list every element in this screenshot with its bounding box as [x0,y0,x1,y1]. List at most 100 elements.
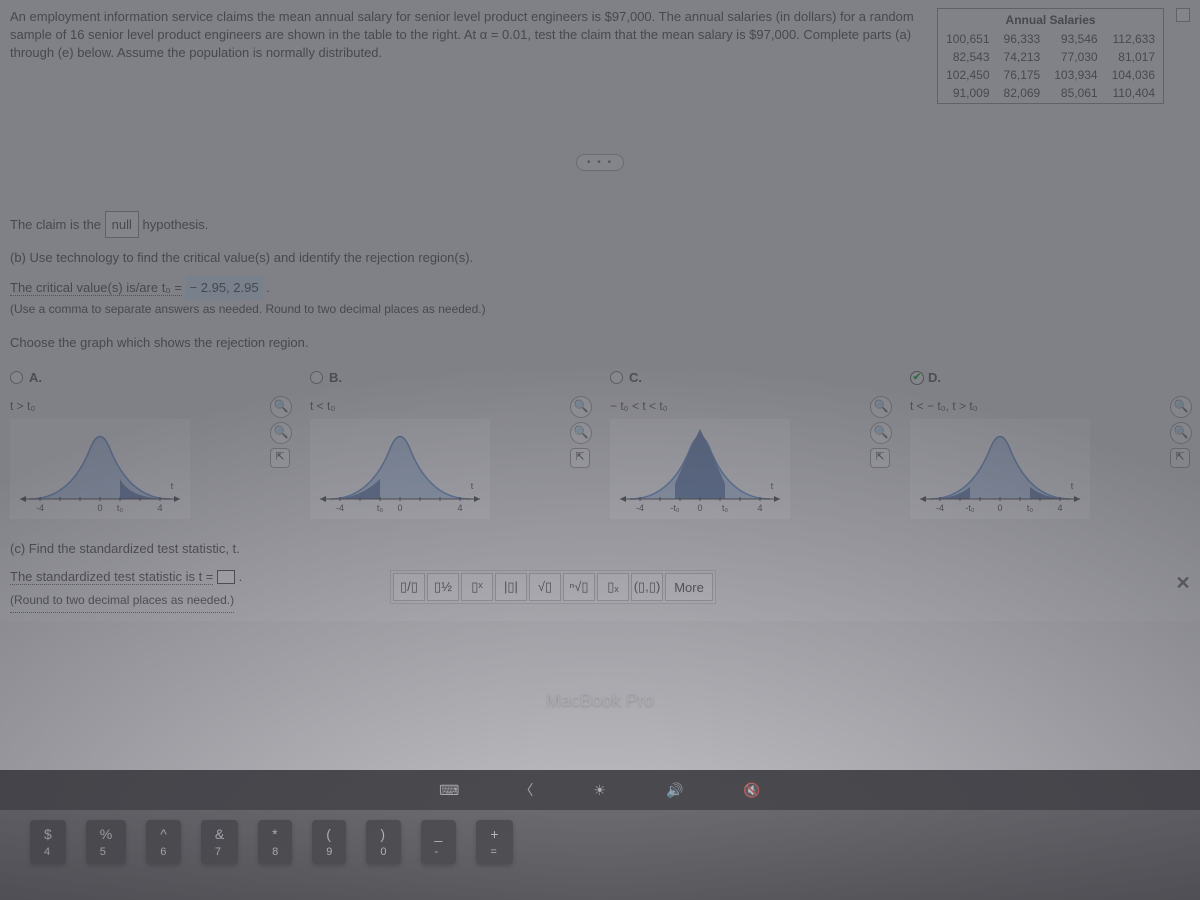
zoom-out-icon[interactable]: 🔍 [570,422,592,444]
graph-d-container: t < − t₀, t > t₀ -4-t₀ 0t₀ 4t [910,396,1190,520]
salary-cell: 112,633 [1106,31,1161,47]
crit-prefix: The critical value(s) is/are t₀ = [10,280,182,296]
graph-b-container: t < t₀ -4t₀ 04 t [310,396,590,520]
graph-c-tools: 🔍 🔍 ⇱ [870,396,892,468]
graph-a-tools: 🔍 🔍 ⇱ [270,396,292,468]
stat-input[interactable] [217,570,235,584]
zoom-in-icon[interactable]: 🔍 [570,396,592,418]
math-sub-button[interactable]: ▯ₓ [597,573,629,601]
svg-text:-t₀: -t₀ [965,503,974,513]
tb-mute-icon: 🔇 [743,782,760,799]
popout-icon[interactable]: ⇱ [570,448,590,468]
zoom-out-icon[interactable]: 🔍 [1170,422,1192,444]
zoom-in-icon[interactable]: 🔍 [1170,396,1192,418]
key-percent: %5 [86,820,126,864]
critical-value-line: The critical value(s) is/are t₀ = − 2.95… [10,276,1190,299]
radio-a[interactable] [10,371,23,384]
choices-row: A. t > t₀ -40 t₀4 t [10,366,1190,519]
math-more-button[interactable]: More [665,573,713,601]
touch-bar: ⌨ 〈 ☀ 🔊 🔇 [0,770,1200,810]
crit-answer[interactable]: − 2.95, 2.95 [186,276,263,299]
crit-suffix: . [266,280,270,295]
choice-d[interactable]: D. t < − t₀, t > t₀ -4 -t₀ 0 t₀ [910,366,1190,519]
graph-d-tools: 🔍 🔍 ⇱ [1170,396,1192,468]
zoom-in-icon[interactable]: 🔍 [870,396,892,418]
key-lparen: (9 [312,820,346,864]
device-label: MacBook Pro [0,690,1200,711]
salary-cell: 85,061 [1048,85,1103,101]
expand-button[interactable]: • • • [576,154,624,171]
svg-text:t₀: t₀ [117,503,124,513]
svg-text:-4: -4 [36,503,44,513]
svg-text:t₀: t₀ [1027,503,1034,513]
salary-cell: 110,404 [1106,85,1161,101]
region-d: t < − t₀, t > t₀ [910,396,1190,418]
stat-prefix: The standardized test statistic is t = [10,569,213,585]
part-b-instruction: (b) Use technology to find the critical … [10,246,1190,269]
radio-d-checked[interactable] [910,371,924,385]
svg-text:-t₀: -t₀ [670,503,679,513]
choice-a-letter: A. [29,366,42,389]
salary-cell: 91,009 [940,85,995,101]
key-rparen: )0 [366,820,400,864]
math-mixed-button[interactable]: ▯½ [427,573,459,601]
salary-cell: 104,036 [1106,67,1161,83]
popout-icon[interactable]: ⇱ [270,448,290,468]
zoom-in-icon[interactable]: 🔍 [270,396,292,418]
radio-b[interactable] [310,371,323,384]
question-body: The claim is the null hypothesis. (b) Us… [10,211,1190,613]
choice-c[interactable]: C. − t₀ < t < t₀ -4-t₀ 0t₀ 4 [610,366,890,519]
choice-d-label[interactable]: D. [910,366,1190,389]
radio-c[interactable] [610,371,623,384]
choice-d-letter: D. [928,366,941,389]
stat-suffix: . [239,569,243,584]
popout-icon[interactable]: ⇱ [1170,448,1190,468]
question-panel: An employment information service claims… [0,0,1200,621]
region-b: t < t₀ [310,396,590,418]
svg-text:4: 4 [157,503,162,513]
salary-table-wrap: Annual Salaries 100,65196,33393,546112,6… [937,8,1164,104]
copy-icon[interactable] [1176,8,1190,22]
zoom-out-icon[interactable]: 🔍 [870,422,892,444]
salary-cell: 76,175 [998,67,1047,83]
key-amp: &7 [201,820,238,864]
salary-cell: 102,450 [940,67,995,83]
claim-dropdown[interactable]: null [105,211,139,238]
choice-a-label[interactable]: A. [10,366,290,389]
choice-c-label[interactable]: C. [610,366,890,389]
stat-hint: (Round to two decimal places as needed.) [10,590,234,613]
popout-icon[interactable]: ⇱ [870,448,890,468]
math-toolbar: ▯/▯ ▯½ ▯ˣ |▯| √▯ ⁿ√▯ ▯ₓ (▯,▯) More [390,570,716,604]
choice-b-label[interactable]: B. [310,366,590,389]
math-interval-button[interactable]: (▯,▯) [631,573,663,601]
math-exp-button[interactable]: ▯ˣ [461,573,493,601]
graph-b: -4t₀ 04 t [310,419,490,519]
math-sqrt-button[interactable]: √▯ [529,573,561,601]
salary-table-title: Annual Salaries [940,11,1161,29]
math-nroot-button[interactable]: ⁿ√▯ [563,573,595,601]
graph-a-container: t > t₀ -40 t₀4 t [10,396,290,520]
salary-cell: 82,069 [998,85,1047,101]
choose-graph-text: Choose the graph which shows the rejecti… [10,331,1190,354]
tb-brightness-icon: ☀ [593,782,606,799]
toolbar-close-icon[interactable]: ✕ [1172,573,1194,595]
claim-line: The claim is the null hypothesis. [10,211,1190,238]
choice-a[interactable]: A. t > t₀ -40 t₀4 t [10,366,290,519]
svg-text:-4: -4 [936,503,944,513]
svg-text:0: 0 [997,503,1002,513]
salary-cell: 93,546 [1048,31,1103,47]
svg-text:4: 4 [1057,503,1062,513]
salary-cell: 74,213 [998,49,1047,65]
zoom-out-icon[interactable]: 🔍 [270,422,292,444]
choice-b[interactable]: B. t < t₀ -4t₀ 04 t [310,366,590,519]
keyboard-row: $4 %5 ^6 &7 *8 (9 )0 _- += [0,810,1200,900]
region-a: t > t₀ [10,396,290,418]
expand-row: • • • [10,134,1190,191]
part-c-instruction: (c) Find the standardized test statistic… [10,537,1190,560]
math-frac-button[interactable]: ▯/▯ [393,573,425,601]
svg-text:0: 0 [697,503,702,513]
tb-volume-icon: 🔊 [666,782,683,799]
graph-c: -4-t₀ 0t₀ 4t [610,419,790,519]
key-dollar: $4 [30,820,66,864]
math-abs-button[interactable]: |▯| [495,573,527,601]
